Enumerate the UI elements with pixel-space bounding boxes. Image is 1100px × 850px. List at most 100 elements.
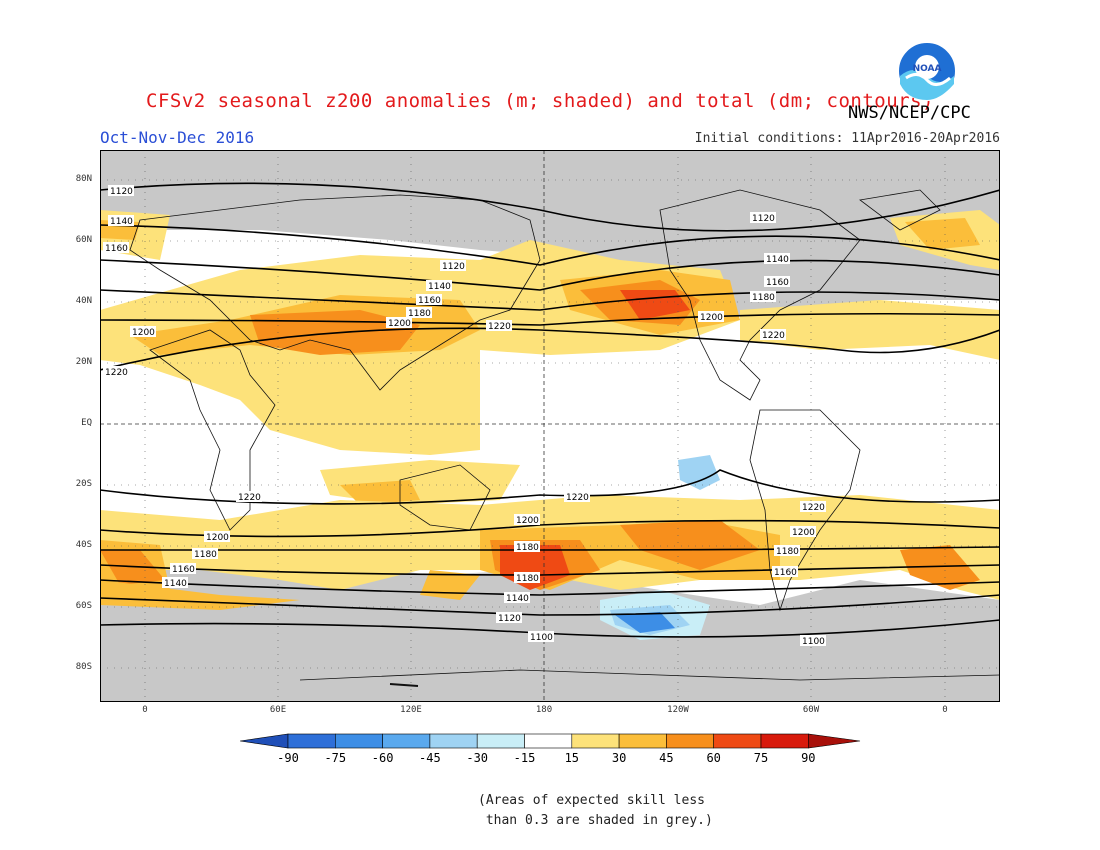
colorbar-cell bbox=[666, 733, 714, 749]
colorbar bbox=[240, 733, 861, 749]
colorbar-cell bbox=[429, 733, 478, 749]
contour-label: 1140 bbox=[506, 594, 529, 604]
colorbar-cell bbox=[713, 733, 762, 749]
contour-label: 1180 bbox=[516, 543, 539, 553]
colorbar-tick-label: -45 bbox=[419, 751, 441, 765]
lon-label: 0 bbox=[142, 705, 148, 715]
colorbar-tick-label: 90 bbox=[801, 751, 816, 765]
contour-1200-south bbox=[100, 519, 1000, 538]
colorbar-tick-label: -15 bbox=[513, 751, 536, 765]
negative-anomaly-shading bbox=[600, 455, 720, 640]
lat-label: 40N bbox=[75, 296, 92, 306]
anomaly-map: 1120 1140 1160 1200 1220 1120 1140 1160 … bbox=[100, 150, 1000, 702]
lat-label: 20N bbox=[75, 357, 92, 367]
colorbar-tick-label: -75 bbox=[324, 751, 347, 765]
lon-label: 0 bbox=[942, 705, 948, 715]
contour-label: 1160 bbox=[105, 244, 128, 254]
contour-label: 1220 bbox=[566, 493, 589, 503]
skill-note: (Areas of expected skill less than 0.3 a… bbox=[478, 793, 713, 828]
contour-label: 1100 bbox=[530, 633, 553, 643]
greenland-outline bbox=[859, 189, 941, 231]
lat-label: 60N bbox=[75, 235, 92, 245]
contour-label: 1140 bbox=[164, 579, 187, 589]
contour-label: 1120 bbox=[110, 187, 133, 197]
map-frame bbox=[100, 150, 1000, 702]
contour-label: 1200 bbox=[388, 319, 411, 329]
lat-label: EQ bbox=[81, 418, 92, 428]
contour-1180-north bbox=[100, 289, 1000, 311]
contour-label: 1220 bbox=[105, 368, 128, 378]
contour-label: 1180 bbox=[776, 547, 799, 557]
contour-label: 1220 bbox=[488, 322, 511, 332]
contour-label: 1180 bbox=[408, 309, 431, 319]
contour-1140-south bbox=[100, 579, 1000, 596]
initial-conditions: Initial conditions: 11Apr2016-20Apr2016 bbox=[694, 131, 1000, 146]
lat-label: 80S bbox=[75, 662, 92, 672]
contour-label: 1100 bbox=[802, 637, 825, 647]
eurasia-outline bbox=[129, 194, 541, 391]
colorbar-tick-label: 60 bbox=[706, 751, 721, 765]
contour-label: 1120 bbox=[498, 614, 521, 624]
contour-1120-south bbox=[100, 594, 1000, 616]
colorbar-cell bbox=[287, 733, 336, 749]
colorbar-tick-label: 45 bbox=[659, 751, 674, 765]
contour-label: 1180 bbox=[752, 293, 775, 303]
lat-label: 60S bbox=[75, 601, 92, 611]
colorbar-tick-label: 30 bbox=[611, 751, 627, 765]
contour-label: 1140 bbox=[766, 255, 789, 265]
colorbar-cell bbox=[571, 733, 620, 749]
noaa-logo: NOAA bbox=[897, 41, 957, 101]
lon-label: 60W bbox=[802, 705, 820, 715]
north-america-outline bbox=[659, 189, 861, 401]
contour-labels: 1120 1140 1160 1200 1220 1120 1140 1160 … bbox=[103, 185, 826, 647]
colorbar-cell bbox=[382, 733, 431, 749]
contour-label: 1200 bbox=[700, 313, 723, 323]
contour-1220-north bbox=[100, 327, 1000, 371]
noaa-logo-text: NOAA bbox=[913, 64, 942, 74]
contour-1160-north bbox=[100, 259, 1000, 291]
contour-label: 1200 bbox=[516, 516, 539, 526]
colorbar-cell bbox=[476, 733, 525, 749]
contour-label: 1200 bbox=[792, 528, 815, 538]
antarctic-island bbox=[389, 683, 419, 687]
south-america-outline bbox=[749, 409, 861, 612]
contour-label: 1200 bbox=[132, 328, 155, 338]
coastlines bbox=[129, 189, 1000, 687]
contour-label: 1220 bbox=[238, 493, 261, 503]
contour-1160-south bbox=[100, 564, 1000, 576]
positive-anomaly-shading bbox=[100, 210, 1000, 610]
colorbar-cell bbox=[335, 733, 383, 749]
lon-label: 120W bbox=[667, 705, 689, 715]
colorbar-cell bbox=[760, 733, 809, 749]
colorbar-arrow-low bbox=[240, 733, 289, 749]
lon-label: 120E bbox=[400, 705, 422, 715]
contour-label: 1160 bbox=[766, 278, 789, 288]
lon-label: 180 bbox=[535, 705, 553, 715]
colorbar-tick-label: 75 bbox=[753, 751, 769, 765]
contour-label: 1140 bbox=[428, 282, 451, 292]
forecast-period: Oct-Nov-Dec 2016 bbox=[100, 128, 255, 147]
contour-1120-north bbox=[100, 182, 1000, 232]
contour-label: 1120 bbox=[442, 262, 465, 272]
contour-label: 1220 bbox=[762, 331, 785, 341]
lon-label: 60E bbox=[269, 705, 287, 715]
contour-1180-south bbox=[100, 546, 1000, 551]
contour-label: 1160 bbox=[172, 565, 195, 575]
lat-label: 40S bbox=[75, 540, 92, 550]
contour-label: 1180 bbox=[516, 574, 539, 584]
colorbar-tick-label: -30 bbox=[466, 751, 489, 765]
contour-label: 1140 bbox=[110, 217, 133, 227]
antarctica-outline bbox=[299, 669, 1000, 681]
colorbar-cell bbox=[524, 733, 573, 749]
contour-label: 1120 bbox=[752, 214, 775, 224]
contour-label: 1200 bbox=[206, 533, 229, 543]
agency-label: NWS/NCEP/CPC bbox=[848, 103, 971, 123]
colorbar-tick-label: -90 bbox=[277, 751, 299, 765]
colorbar-cell bbox=[618, 733, 667, 749]
africa-outline bbox=[149, 329, 276, 531]
contour-label: 1220 bbox=[802, 503, 825, 513]
graticule bbox=[100, 150, 1000, 702]
colorbar-tick-label: 15 bbox=[564, 751, 580, 765]
chart-title: CFSv2 seasonal z200 anomalies (m; shaded… bbox=[146, 90, 934, 112]
lat-label: 80N bbox=[75, 174, 92, 184]
